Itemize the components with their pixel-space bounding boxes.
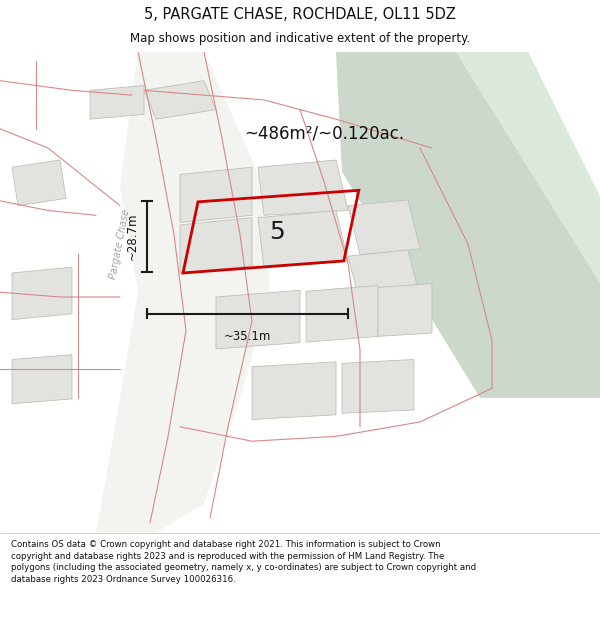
Polygon shape <box>12 160 66 206</box>
Polygon shape <box>306 286 378 342</box>
Polygon shape <box>180 217 252 273</box>
Polygon shape <box>336 52 600 398</box>
Polygon shape <box>144 81 216 119</box>
Text: ~486m²/~0.120ac.: ~486m²/~0.120ac. <box>244 124 404 142</box>
Text: 5, PARGATE CHASE, ROCHDALE, OL11 5DZ: 5, PARGATE CHASE, ROCHDALE, OL11 5DZ <box>144 6 456 21</box>
Text: ~28.7m: ~28.7m <box>125 213 139 260</box>
Polygon shape <box>12 354 72 404</box>
Polygon shape <box>252 362 336 419</box>
Polygon shape <box>216 290 300 349</box>
Polygon shape <box>438 52 600 282</box>
Polygon shape <box>90 86 144 119</box>
Polygon shape <box>258 211 348 268</box>
Text: ~35.1m: ~35.1m <box>224 331 271 343</box>
Polygon shape <box>180 168 252 222</box>
Polygon shape <box>348 200 420 255</box>
Polygon shape <box>12 268 72 319</box>
Polygon shape <box>342 359 414 413</box>
Polygon shape <box>348 250 420 302</box>
Text: Pargate Chase: Pargate Chase <box>109 208 131 280</box>
Polygon shape <box>378 284 432 336</box>
Text: 5: 5 <box>269 219 285 244</box>
Polygon shape <box>258 160 348 215</box>
Text: Contains OS data © Crown copyright and database right 2021. This information is : Contains OS data © Crown copyright and d… <box>11 540 476 584</box>
Text: Map shows position and indicative extent of the property.: Map shows position and indicative extent… <box>130 32 470 46</box>
Polygon shape <box>96 52 270 532</box>
